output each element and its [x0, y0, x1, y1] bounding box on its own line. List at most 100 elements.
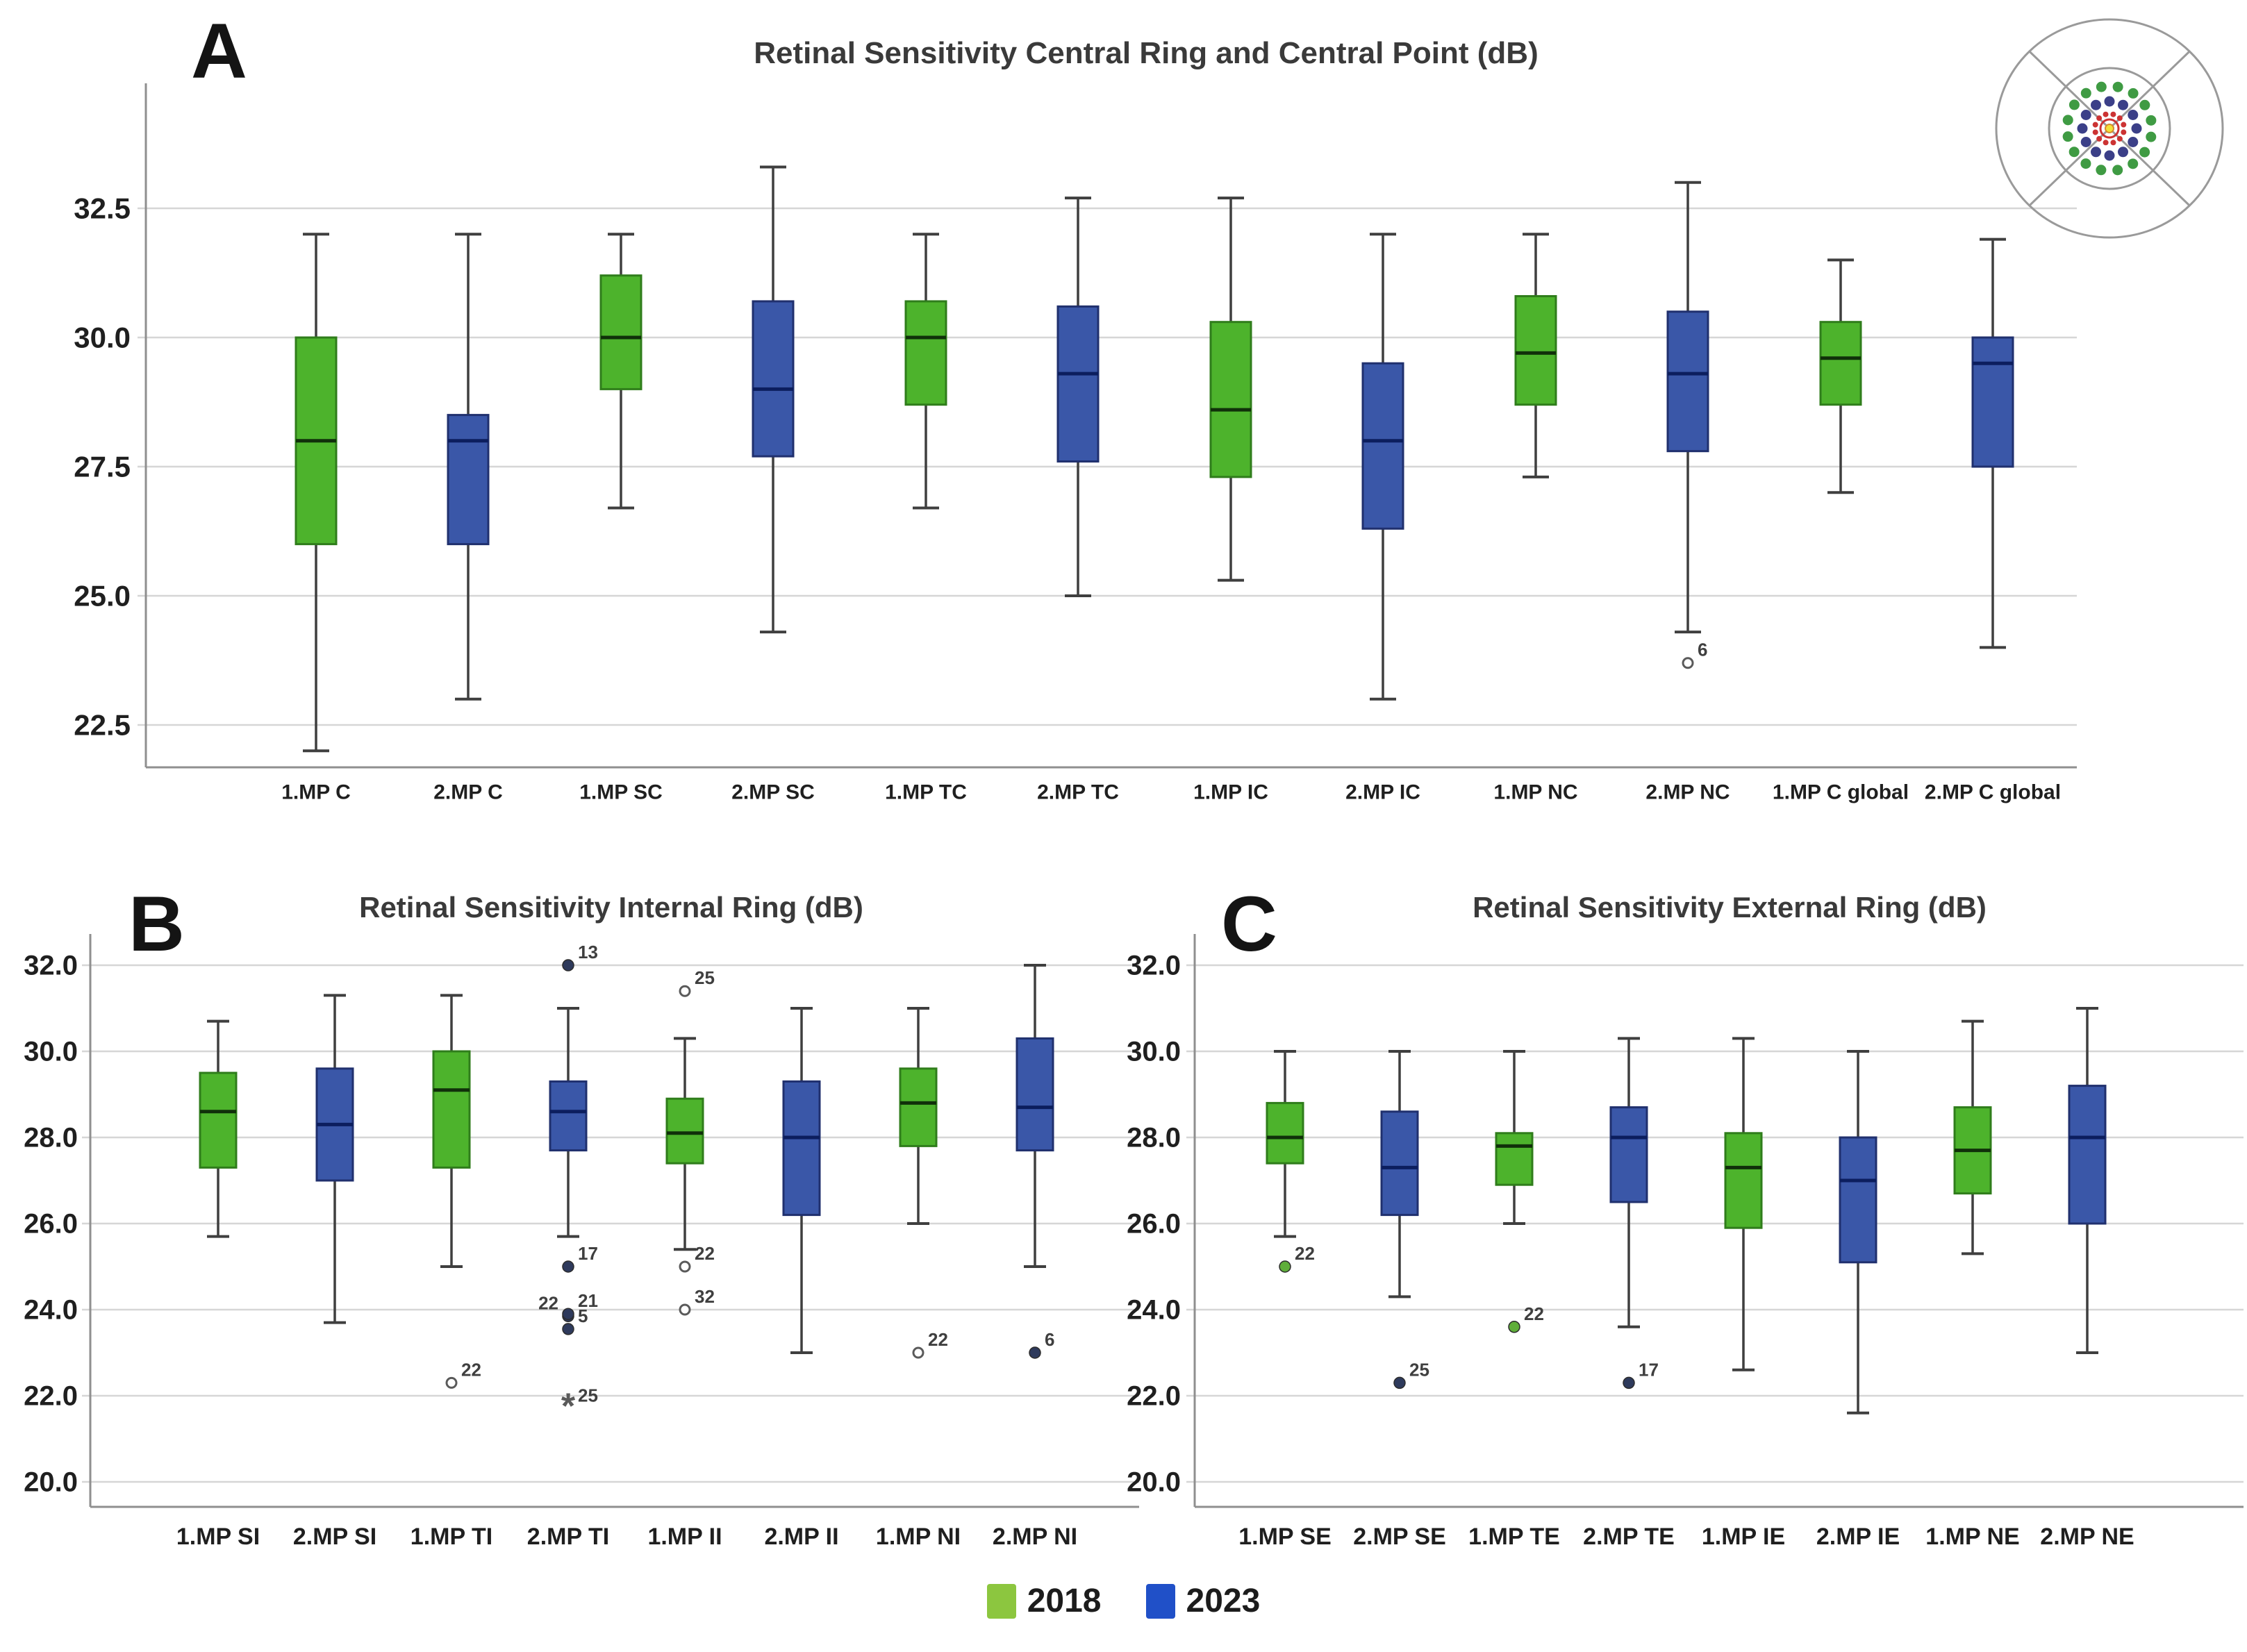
grid-dot [2077, 123, 2088, 134]
grid-dot [2096, 135, 2103, 142]
x-category-label: 2.MP NI [993, 1524, 1077, 1550]
macular-test-grid-icon [1995, 18, 2224, 239]
grid-dot [2091, 147, 2101, 158]
y-tick-label: 25.0 [74, 579, 131, 612]
box-1.MP TI: 22 [432, 994, 481, 1389]
grid-dot [2128, 158, 2139, 169]
grid-dot [2128, 87, 2139, 99]
y-tick-label: 20.0 [24, 1467, 78, 1498]
y-tick-label: 24.0 [1127, 1295, 1181, 1326]
grid-dot [2080, 87, 2091, 99]
x-category-label: 1.MP C [281, 781, 350, 804]
x-category-label: 1.MP IC [1193, 781, 1268, 804]
grid-dot [2092, 122, 2098, 128]
grid-dot [2128, 137, 2139, 147]
grid-dot [2062, 131, 2073, 142]
grid-dot [2091, 99, 2101, 110]
box-1.MP NC [1514, 233, 1557, 478]
iqr-box [1361, 362, 1404, 530]
outlier-label: 22 [1524, 1303, 1544, 1324]
grid-dot [2139, 99, 2150, 110]
grid-dot [2080, 137, 2091, 147]
box-2.MP TC [1056, 197, 1100, 597]
iqr-box [752, 300, 795, 458]
outlier-label: 22 [538, 1292, 558, 1313]
x-category-label: 1.MP SC [579, 781, 663, 804]
panel-title-c: Retinal Sensitivity External Ring (dB) [1473, 891, 1987, 924]
box-1.MP SI [199, 1019, 238, 1238]
outlier-dot [562, 959, 574, 971]
x-category-label: 1.MP TE [1468, 1524, 1560, 1550]
grid-dot [2118, 99, 2128, 110]
x-category-label: 2.MP II [764, 1524, 838, 1550]
x-category-label: 2.MP C global [1925, 781, 2061, 804]
outlier-dot [1623, 1376, 1635, 1390]
grid-dot [2112, 81, 2123, 92]
box-2.MP NI: 6 [1015, 964, 1054, 1359]
iqr-box [447, 414, 490, 546]
box-1.MP IC [1209, 197, 1252, 582]
y-tick-label: 32.5 [74, 192, 131, 224]
legend-label-2023: 2023 [1186, 1583, 1261, 1619]
y-tick-label: 30.0 [24, 1037, 78, 1067]
box-2.MP II [782, 1007, 821, 1354]
iqr-box [1380, 1110, 1419, 1217]
x-category-label: 2.MP NE [2040, 1524, 2134, 1550]
iqr-box [432, 1050, 471, 1169]
iqr-box [899, 1067, 938, 1147]
outlier-dot [1508, 1321, 1520, 1333]
grid-dot [2128, 110, 2139, 120]
y-tick-label: 20.0 [1127, 1467, 1181, 1498]
grid-dot [2116, 135, 2123, 142]
x-category-label: 1.MP TI [411, 1524, 492, 1550]
y-tick-label: 26.0 [1127, 1209, 1181, 1240]
iqr-box [1209, 321, 1252, 478]
iqr-box [1839, 1136, 1877, 1264]
outlier-label: 22 [461, 1359, 481, 1380]
grid-dot [2103, 140, 2109, 146]
iqr-box [199, 1071, 238, 1169]
grid-dot [2146, 131, 2157, 142]
iqr-box [1015, 1037, 1054, 1152]
panel-c: 32.0 30.0 28.0 26.0 24.0 22.0 20.0 22 1.MP SE 25 2… [1127, 934, 2244, 1550]
box-1.MP TC [904, 233, 947, 510]
outlier-label: 32 [695, 1286, 715, 1307]
outlier-open-circle [679, 1260, 691, 1273]
legend-item-2018: 2018 [986, 1582, 1102, 1620]
panel-label-a: A [191, 8, 247, 94]
x-category-label: 2.MP NC [1645, 781, 1730, 804]
panel-label-b: B [128, 881, 185, 967]
y-tick-label: 30.0 [1127, 1037, 1181, 1067]
box-1.MP C global [1819, 258, 1862, 494]
box-1.MP NI: 22 [899, 1007, 948, 1359]
iqr-box [599, 274, 642, 390]
iqr-box [904, 300, 947, 406]
panel-label-c: C [1221, 881, 1277, 967]
legend-swatch-2018-icon [986, 1583, 1016, 1619]
iqr-box [1056, 305, 1100, 463]
iqr-box [1609, 1106, 1648, 1203]
legend-label-2018: 2018 [1027, 1583, 1102, 1619]
y-tick-label: 24.0 [24, 1295, 78, 1326]
x-category-label: 1.MP TC [885, 781, 967, 804]
box-2.MP C global [1971, 237, 2014, 649]
y-tick-label: 28.0 [24, 1123, 78, 1153]
y-tick-label: 30.0 [74, 321, 131, 353]
x-category-label: 1.MP NC [1493, 781, 1577, 804]
grid-dot [2103, 111, 2109, 117]
box-2.MP C [447, 233, 490, 701]
iqr-box [782, 1080, 821, 1217]
y-tick-label: 32.0 [1127, 951, 1181, 981]
x-category-label: 2.MP IC [1345, 781, 1420, 804]
outlier-dot [1393, 1376, 1406, 1390]
grid-dot [2080, 110, 2091, 120]
outlier-open-circle [679, 1303, 691, 1316]
box-1.MP IE [1724, 1037, 1763, 1371]
outlier-dot [1279, 1260, 1291, 1273]
grid-dot [2062, 115, 2073, 126]
outlier-dot [562, 1323, 574, 1335]
outlier-label: 17 [578, 1243, 598, 1264]
gridlines: 32.5 30.0 27.5 25.0 22.5 [74, 192, 2077, 741]
x-category-label: 1.MP IE [1702, 1524, 1785, 1550]
outlier-label: 21 [578, 1290, 598, 1311]
